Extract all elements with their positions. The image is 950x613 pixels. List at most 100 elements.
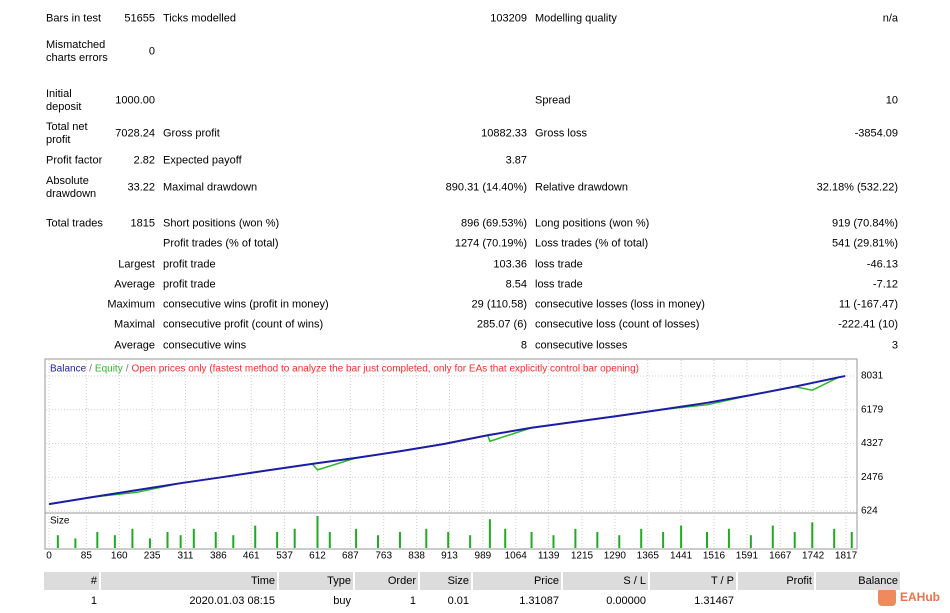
report-cell: Loss trades (% of total) <box>535 237 649 250</box>
table-cell: 1 <box>90 595 97 607</box>
report-cell: Maximal <box>114 318 155 331</box>
chart-frame <box>44 358 858 550</box>
report-cell: Bars in test <box>46 12 102 25</box>
x-tick-label: 1365 <box>637 551 660 562</box>
report-cell: 541 (29.81%) <box>831 237 898 250</box>
report-cell: Total trades <box>46 217 103 230</box>
table-header: T / P <box>650 572 736 590</box>
size-bar <box>398 532 401 548</box>
size-bar <box>793 532 796 548</box>
report-cell: Largest <box>118 258 155 271</box>
report-cell: n/a <box>882 12 898 25</box>
size-bar <box>355 528 358 548</box>
report-cell: Mismatched charts errors <box>46 39 108 64</box>
x-tick-label: 386 <box>210 551 227 562</box>
size-bar <box>504 528 507 548</box>
report-cell: 0 <box>148 45 155 58</box>
size-bar <box>680 525 683 548</box>
table-header: Type <box>279 572 353 590</box>
x-tick-label: 311 <box>178 551 194 562</box>
report-cell: Gross profit <box>163 127 220 140</box>
report-cell: consecutive wins <box>163 339 247 352</box>
size-bar <box>276 532 279 548</box>
x-tick-label: 537 <box>276 551 293 562</box>
report-cell: 2.82 <box>133 154 155 167</box>
x-tick-label: 1139 <box>538 551 560 562</box>
y-tick-label: 8031 <box>861 371 884 382</box>
size-bar <box>214 532 217 548</box>
x-tick-label: 160 <box>111 551 128 562</box>
series-line <box>48 375 846 506</box>
table-header: Profit <box>738 572 814 590</box>
report-cell: Short positions (won %) <box>163 217 280 230</box>
size-bar <box>811 522 814 548</box>
report-cell: Total net profit <box>46 121 88 146</box>
x-tick-label: 235 <box>144 551 161 562</box>
size-bar <box>316 516 319 548</box>
x-tick-label: 1742 <box>802 551 825 562</box>
report-cell: 3 <box>891 339 898 352</box>
report-cell: 8 <box>520 339 527 352</box>
report-cell: Expected payoff <box>163 154 242 167</box>
size-bar <box>596 532 599 548</box>
report-cell: 1000.00 <box>115 94 155 107</box>
report-cell: 11 (-167.47) <box>838 298 898 311</box>
report-cell: 10882.33 <box>481 127 527 140</box>
x-tick-label: 85 <box>81 551 93 562</box>
x-tick-label: 1064 <box>505 551 528 562</box>
y-tick-label: 4327 <box>861 438 884 449</box>
size-bar <box>749 535 752 548</box>
table-header: Balance <box>816 572 900 590</box>
report-cell: Modelling quality <box>535 12 617 25</box>
table-cell: 0.00000 <box>606 595 646 607</box>
size-bar <box>56 535 59 548</box>
x-tick-label: 1817 <box>835 551 858 562</box>
table-header: Size <box>420 572 471 590</box>
table-header: Price <box>473 572 561 590</box>
size-bar <box>552 535 555 548</box>
size-bar <box>293 528 296 548</box>
table-header: # <box>44 572 99 590</box>
report-cell: loss trade <box>535 278 583 291</box>
size-bar <box>232 535 235 548</box>
x-tick-label: 1516 <box>703 551 726 562</box>
legend-entry: Balance <box>50 364 87 375</box>
table-cell: 1 <box>409 595 416 607</box>
report-cell: 51655 <box>124 12 155 25</box>
x-tick-label: 1441 <box>670 551 693 562</box>
x-tick-label: 913 <box>441 551 458 562</box>
size-bar <box>113 535 116 548</box>
report-cell: 32.18% (532.22) <box>816 181 898 194</box>
report-cell: Initial deposit <box>46 88 82 113</box>
report-cell: Relative drawdown <box>535 181 628 194</box>
report-cell: profit trade <box>163 258 216 271</box>
x-tick-label: 1591 <box>736 551 759 562</box>
report-cell: 3.87 <box>505 154 527 167</box>
report-cell: 285.07 (6) <box>476 318 527 331</box>
size-bar <box>574 528 577 548</box>
report-cell: Average <box>114 339 155 352</box>
report-cell: 103.36 <box>493 258 527 271</box>
report-cell: Profit factor <box>46 154 103 167</box>
size-bar <box>148 538 151 548</box>
report-cell: consecutive loss (count of losses) <box>535 318 700 331</box>
report-cell: consecutive losses (loss in money) <box>535 298 705 311</box>
chart-note: Open prices only (fastest method to anal… <box>132 364 640 375</box>
report-cell: 8.54 <box>505 278 527 291</box>
table-cell: 0.01 <box>447 595 469 607</box>
report-cell: consecutive wins (profit in money) <box>163 298 329 311</box>
report-cell: -222.41 (10) <box>838 318 898 331</box>
report-cell: Gross loss <box>535 127 587 140</box>
x-tick-label: 461 <box>243 551 260 562</box>
size-bar <box>377 535 380 548</box>
report-cell: 7028.24 <box>115 127 155 140</box>
size-title: Size <box>50 516 70 527</box>
x-tick-label: 1290 <box>604 551 627 562</box>
table-header: S / L <box>563 572 648 590</box>
report-cell: 1274 (70.19%) <box>454 237 527 250</box>
size-bar <box>166 532 169 548</box>
x-tick-label: 989 <box>475 551 492 562</box>
report-cell: 919 (70.84%) <box>831 217 898 230</box>
size-bar <box>771 525 774 548</box>
